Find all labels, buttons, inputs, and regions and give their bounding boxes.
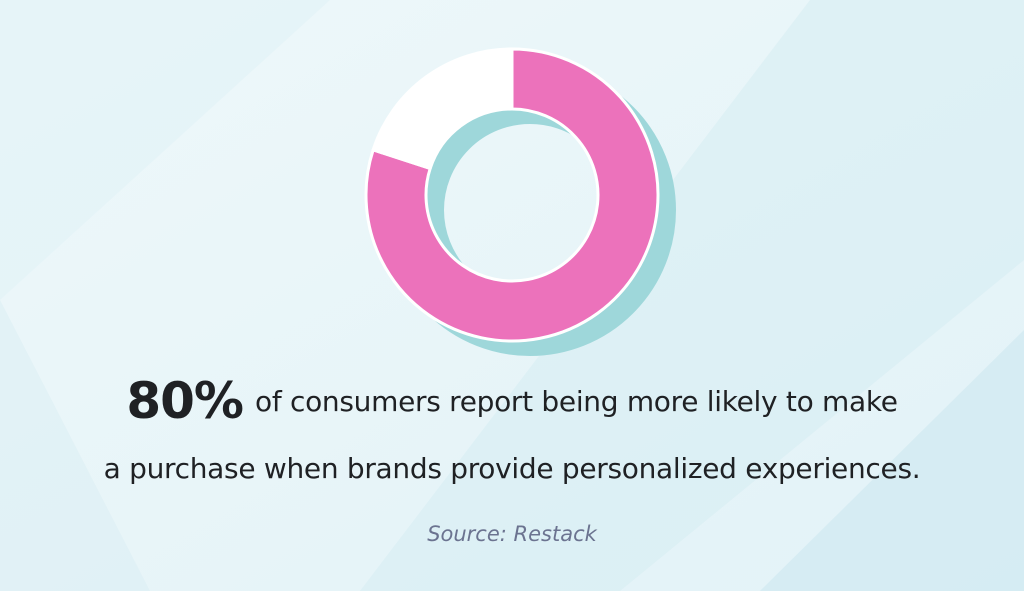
stat-text-line1: of consumers report being more likely to…: [255, 384, 898, 418]
stat-text-line2: a purchase when brands provide personali…: [103, 452, 921, 485]
stat-line: 80% of consumers report being more likely…: [0, 372, 1024, 430]
source-credit: Source: Restack: [427, 522, 597, 546]
donut-slice-highlight: [364, 47, 660, 343]
stat-value: 80%: [126, 372, 244, 430]
donut-slice-remainder: [371, 47, 514, 170]
